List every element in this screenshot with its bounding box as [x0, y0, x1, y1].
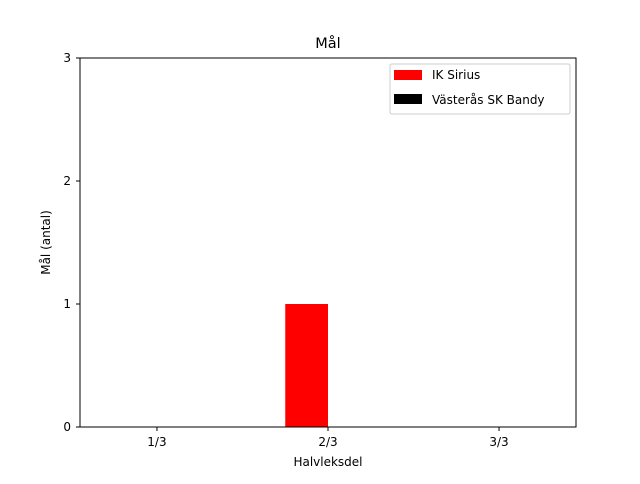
y-axis-label: Mål (antal) — [39, 210, 53, 275]
y-tick-label-1: 1 — [63, 297, 71, 311]
y-tick-label-3: 3 — [63, 51, 71, 65]
legend-swatch-ik-sirius — [394, 70, 422, 80]
bars-layer — [285, 304, 328, 427]
y-tick-label-0: 0 — [63, 420, 71, 434]
legend: IK Sirius Västerås SK Bandy — [389, 63, 571, 115]
x-tick-label-1-3: 1/3 — [147, 435, 166, 449]
x-tick-label-2-3: 2/3 — [318, 435, 337, 449]
y-tick-label-2: 2 — [63, 174, 71, 188]
chart-title: Mål — [315, 35, 340, 52]
ticks-layer: 0 1 2 3 1/3 2/3 3/3 — [63, 51, 508, 449]
bar-ik-sirius-2-3 — [285, 304, 328, 427]
legend-frame — [389, 63, 571, 115]
legend-label-vasteras-sk-bandy: Västerås SK Bandy — [432, 93, 545, 107]
legend-swatch-vasteras-sk-bandy — [394, 94, 422, 104]
x-tick-label-3-3: 3/3 — [489, 435, 508, 449]
plot-area-frame — [79, 57, 577, 428]
legend-label-ik-sirius: IK Sirius — [432, 68, 480, 82]
x-axis-label: Halvleksdel — [293, 455, 362, 469]
